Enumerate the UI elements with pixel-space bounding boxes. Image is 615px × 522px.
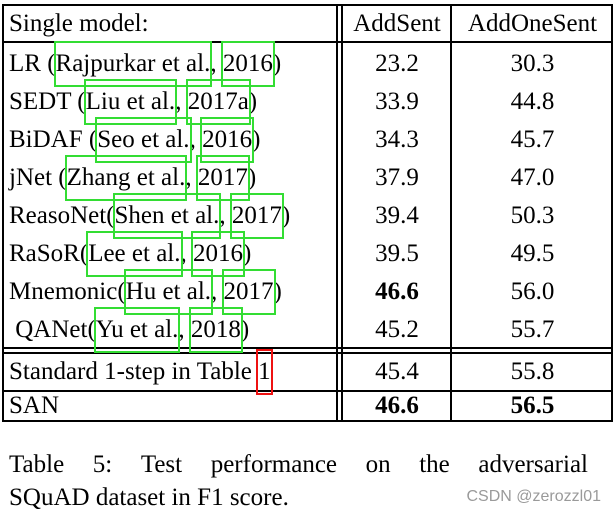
model-cell: LR (Rajpurkar et al., 2016) xyxy=(9,45,281,83)
addsent-score-best: 46.6 xyxy=(344,273,450,311)
citation-link[interactable]: Lee et al. xyxy=(88,235,180,273)
model-name: ReasoNet( xyxy=(9,202,115,229)
table-ref-link[interactable]: 1 xyxy=(258,353,271,391)
citation-link[interactable]: Zhang et al. xyxy=(67,159,186,197)
addsent-score-best: 46.6 xyxy=(344,387,450,425)
addsent-score: 39.4 xyxy=(344,197,450,235)
model-name: Mnemonic( xyxy=(9,278,126,305)
table-row: QANet(Yu et al., 2018) 45.2 55.7 xyxy=(0,311,615,349)
addonesent-score: 47.0 xyxy=(452,159,613,197)
citation-link[interactable]: Seo et al. xyxy=(97,121,189,159)
caption-line-1: Table 5: Test performance on the adversa… xyxy=(9,448,588,481)
table-row: jNet (Zhang et al., 2017) 37.9 47.0 xyxy=(0,159,615,197)
citation-link[interactable]: 2016 xyxy=(193,235,243,273)
citation-link[interactable]: 2017 xyxy=(232,197,282,235)
citation-link[interactable]: Hu et al. xyxy=(126,273,211,311)
addonesent-score: 55.8 xyxy=(452,353,613,391)
caption-word: Table xyxy=(9,448,64,481)
model-cell: ReasoNet(Shen et al., 2017) xyxy=(9,197,290,235)
model-cell: RaSoR(Lee et al., 2016) xyxy=(9,235,251,273)
table-row: RaSoR(Lee et al., 2016) 39.5 49.5 xyxy=(0,235,615,273)
citation-link[interactable]: 2016 xyxy=(202,121,252,159)
citation-link[interactable]: Yu et al. xyxy=(96,311,179,349)
addsent-score: 39.5 xyxy=(344,235,450,273)
citation-link[interactable]: Rajpurkar et al. xyxy=(56,45,211,83)
addonesent-score: 45.7 xyxy=(452,121,613,159)
model-cell: QANet(Yu et al., 2018) xyxy=(9,311,249,349)
addsent-score: 33.9 xyxy=(344,83,450,121)
addonesent-score: 30.3 xyxy=(452,45,613,83)
model-cell: Mnemonic(Hu et al., 2017) xyxy=(9,273,282,311)
model-name: QANet( xyxy=(9,316,96,343)
addonesent-score: 55.7 xyxy=(452,311,613,349)
citation-link[interactable]: 2016 xyxy=(223,45,273,83)
addonesent-score: 56.0 xyxy=(452,273,613,311)
model-name: SAN xyxy=(9,387,59,425)
caption-word: performance xyxy=(211,448,337,481)
model-cell: jNet (Zhang et al., 2017) xyxy=(9,159,256,197)
addsent-score: 23.2 xyxy=(344,45,450,83)
table-row: Mnemonic(Hu et al., 2017) 46.6 56.0 xyxy=(0,273,615,311)
citation-link[interactable]: Liu et al. xyxy=(86,83,176,121)
model-name: Standard 1-step in Table xyxy=(9,358,258,385)
header-addsent: AddSent xyxy=(344,5,450,43)
citation-link[interactable]: 2018 xyxy=(191,311,241,349)
model-cell: Standard 1-step in Table 1 xyxy=(9,353,271,391)
addonesent-score: 44.8 xyxy=(452,83,613,121)
addsent-score: 34.3 xyxy=(344,121,450,159)
citation-link[interactable]: Shen et al. xyxy=(115,197,220,235)
table-row-standard: Standard 1-step in Table 1 45.4 55.8 xyxy=(0,353,615,391)
caption-word: the xyxy=(419,448,450,481)
addonesent-score-best: 56.5 xyxy=(452,387,613,425)
citation-link[interactable]: 2017 xyxy=(224,273,274,311)
table-row: ReasoNet(Shen et al., 2017) 39.4 50.3 xyxy=(0,197,615,235)
caption-word: on xyxy=(366,448,391,481)
header-addonesent: AddOneSent xyxy=(452,5,613,43)
table-row-san: SAN 46.6 56.5 xyxy=(0,387,615,425)
caption-word: adversarial xyxy=(478,448,588,481)
table-row: SEDT (Liu et al., 2017a) 33.9 44.8 xyxy=(0,83,615,121)
header-model: Single model: xyxy=(9,5,149,43)
addonesent-score: 49.5 xyxy=(452,235,613,273)
citation-link[interactable]: 2017 xyxy=(198,159,248,197)
results-table: Single model: AddSent AddOneSent LR (Raj… xyxy=(0,0,615,430)
addonesent-score: 50.3 xyxy=(452,197,613,235)
addsent-score: 37.9 xyxy=(344,159,450,197)
model-name: LR ( xyxy=(9,50,56,77)
watermark: CSDN @zerozzl01 xyxy=(467,488,602,506)
model-name: BiDAF ( xyxy=(9,126,97,153)
addsent-score: 45.2 xyxy=(344,311,450,349)
model-name: RaSoR( xyxy=(9,240,88,267)
model-name: jNet ( xyxy=(9,164,67,191)
caption-word: 5: xyxy=(93,448,112,481)
table-header: Single model: AddSent AddOneSent xyxy=(0,5,615,43)
model-cell: BiDAF (Seo et al., 2016) xyxy=(9,121,260,159)
model-name: SEDT ( xyxy=(9,88,86,115)
table-row: LR (Rajpurkar et al., 2016) 23.2 30.3 xyxy=(0,45,615,83)
caption-word: Test xyxy=(141,448,182,481)
addsent-score: 45.4 xyxy=(344,353,450,391)
table-row: BiDAF (Seo et al., 2016) 34.3 45.7 xyxy=(0,121,615,159)
citation-link[interactable]: 2017a xyxy=(188,83,249,121)
model-cell: SEDT (Liu et al., 2017a) xyxy=(9,83,257,121)
